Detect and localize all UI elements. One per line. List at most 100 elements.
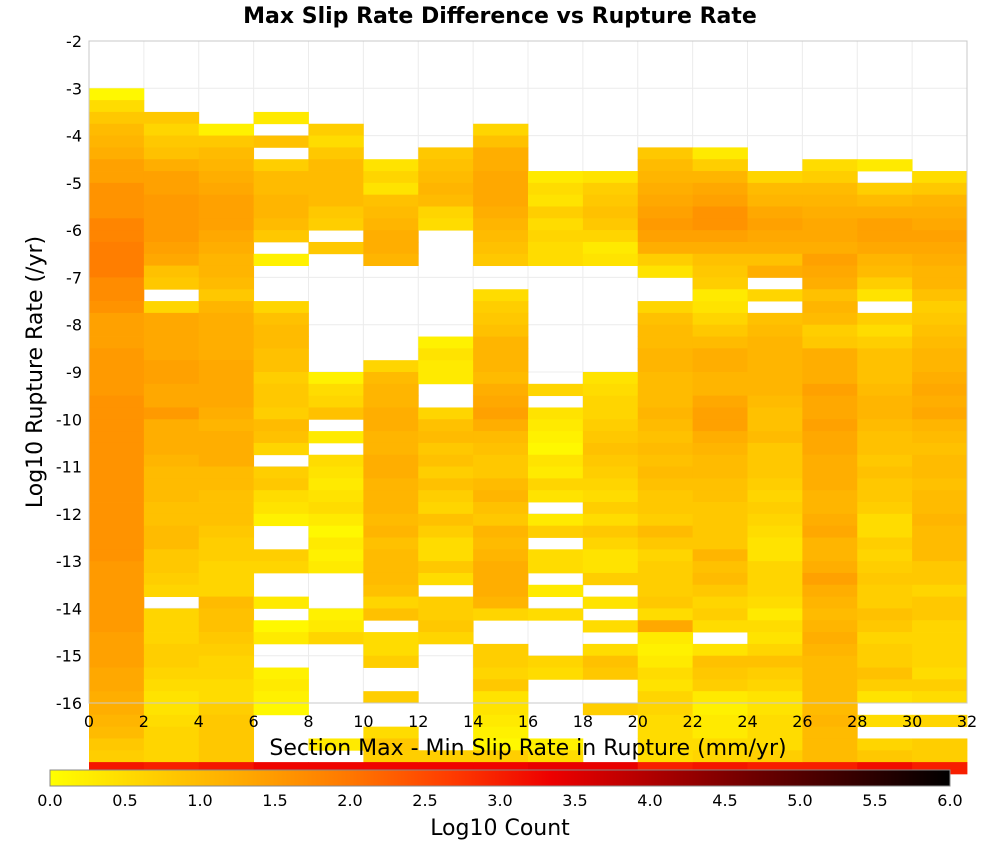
heatmap-cell (253, 703, 309, 716)
heatmap-cell (198, 679, 255, 692)
heatmap-cell (143, 111, 200, 125)
heatmap-cell (857, 738, 913, 751)
heatmap-cell (363, 454, 419, 467)
heatmap-cell (308, 549, 364, 562)
heatmap-cell (363, 502, 419, 515)
x-tick-label: 30 (902, 712, 922, 731)
heatmap-cell (747, 572, 803, 586)
heatmap-cell (89, 714, 145, 728)
heatmap-cell (253, 679, 309, 692)
heatmap-cell (363, 431, 419, 444)
heatmap-cell (308, 478, 364, 491)
heatmap-cell (857, 218, 913, 231)
heatmap-cell (89, 478, 145, 491)
heatmap-cell (528, 419, 584, 432)
heatmap-cell (308, 194, 364, 207)
heatmap-cell (692, 525, 748, 538)
heatmap-cell (198, 490, 255, 503)
heatmap-cell (253, 632, 309, 645)
heatmap-cell (528, 490, 584, 503)
heatmap-cell (89, 241, 145, 255)
heatmap-cell (198, 584, 255, 598)
heatmap-cell (582, 537, 639, 550)
heatmap-cell (637, 206, 694, 219)
heatmap-cell (692, 596, 748, 609)
heatmap-cell (143, 324, 200, 337)
heatmap-cell (363, 442, 419, 456)
heatmap-cell (308, 490, 364, 503)
heatmap-cell (198, 419, 255, 432)
x-tick-label: 18 (573, 712, 593, 731)
heatmap-cell (308, 407, 364, 420)
heatmap-cell (582, 407, 639, 420)
heatmap-cell (637, 265, 694, 278)
heatmap-cell (198, 372, 255, 385)
heatmap-cell (89, 584, 145, 598)
heatmap-cell (198, 537, 255, 550)
heatmap-cell (143, 383, 200, 397)
heatmap-cell (802, 572, 858, 586)
heatmap-cell (473, 301, 529, 314)
heatmap-cell (473, 123, 529, 136)
heatmap-cell (528, 253, 584, 267)
heatmap-cell (198, 750, 255, 763)
heatmap-cell (692, 407, 748, 420)
heatmap-cell (637, 466, 694, 479)
y-tick-label: -5 (66, 174, 82, 193)
heatmap-cell (143, 159, 200, 172)
heatmap-cell (747, 655, 803, 668)
heatmap-cell (857, 502, 913, 515)
heatmap-cell (143, 513, 200, 527)
heatmap-cell (747, 383, 803, 397)
x-tick-label: 10 (353, 712, 373, 731)
heatmap-cell (89, 277, 145, 290)
heatmap-cell (89, 490, 145, 503)
heatmap-cell (363, 182, 419, 196)
heatmap-cell (912, 383, 968, 397)
heatmap-cell (637, 171, 694, 184)
heatmap-cell (637, 691, 694, 704)
heatmap-cell (363, 253, 419, 267)
heatmap-cell (692, 561, 748, 574)
heatmap-cell (637, 632, 694, 645)
heatmap-cell (253, 691, 309, 704)
heatmap-cell (802, 549, 858, 562)
x-tick-label: 2 (139, 712, 149, 731)
heatmap-cell (89, 171, 145, 184)
heatmap-cell (637, 750, 694, 763)
heatmap-cell (473, 738, 529, 751)
heatmap-cell (528, 230, 584, 243)
heatmap-cell (747, 372, 803, 385)
heatmap-cell (198, 159, 255, 172)
y-tick-label: -12 (56, 505, 82, 524)
heatmap-cell (747, 312, 803, 326)
heatmap-cell (198, 714, 255, 728)
heatmap-cell (143, 478, 200, 491)
heatmap-cell (637, 182, 694, 196)
heatmap-cell (692, 490, 748, 503)
heatmap-cell (857, 596, 913, 609)
heatmap-cell (89, 655, 145, 668)
heatmap-cell (253, 135, 309, 148)
heatmap-cell (143, 372, 200, 385)
heatmap-cell (912, 691, 968, 704)
heatmap-cell (363, 407, 419, 420)
heatmap-cell (747, 218, 803, 231)
heatmap-cell (89, 324, 145, 337)
heatmap-cell (857, 478, 913, 491)
heatmap-cell (802, 289, 858, 302)
heatmap-cell (198, 171, 255, 184)
heatmap-cell (89, 703, 145, 716)
heatmap-cell (473, 348, 529, 361)
heatmap-cell (253, 561, 309, 574)
heatmap-cell (198, 348, 255, 361)
heatmap-cell (912, 572, 968, 586)
heatmap-cell (582, 442, 639, 456)
heatmap-cell (308, 513, 364, 527)
heatmap-cell (308, 159, 364, 172)
heatmap-cell (692, 312, 748, 326)
heatmap-cell (802, 301, 858, 314)
heatmap-cell (143, 147, 200, 160)
heatmap-cell (418, 454, 474, 467)
heatmap-cell (143, 277, 200, 290)
